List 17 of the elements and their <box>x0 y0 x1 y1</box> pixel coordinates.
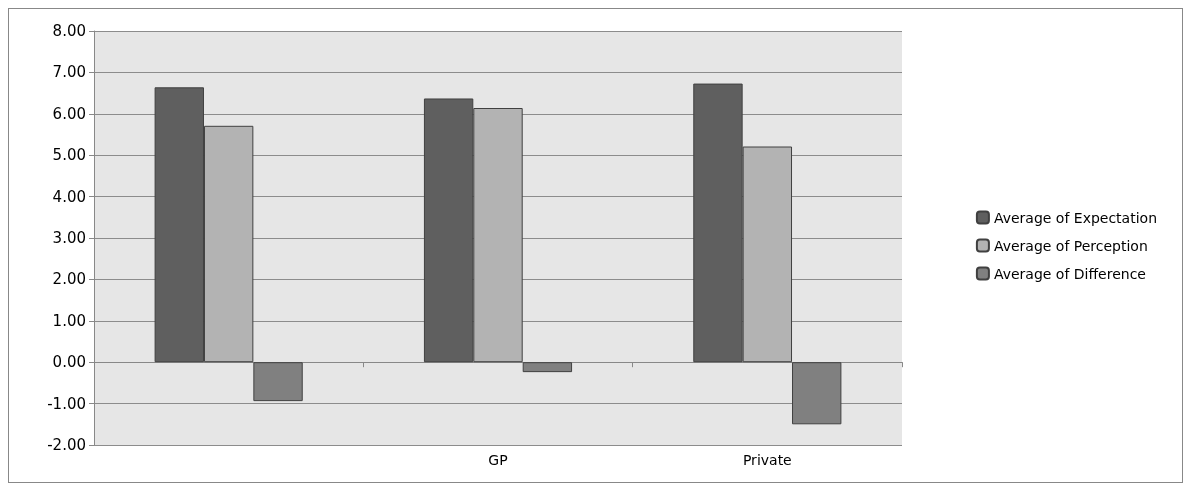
y-tick-label: 0.00 <box>52 353 86 372</box>
y-tick-label: 7.00 <box>52 63 86 82</box>
y-tick-label: -2.00 <box>47 436 86 454</box>
y-tick-label: -1.00 <box>47 394 86 413</box>
y-tick-label: 3.00 <box>52 229 86 247</box>
y-tick-label: 2.00 <box>52 270 86 289</box>
y-tick-label: 5.00 <box>52 146 86 165</box>
x-tick-label: Private <box>742 452 792 468</box>
y-tick-label: 6.00 <box>52 104 86 123</box>
y-tick-label: 8.00 <box>52 22 86 40</box>
y-tick-label: 4.00 <box>52 187 86 206</box>
legend-label: Average of Difference <box>993 265 1146 282</box>
legend-label: Average of Perception <box>993 237 1148 254</box>
x-tick-label: GP <box>488 452 508 468</box>
bar <box>522 362 573 373</box>
y-tick-label: 1.00 <box>52 311 86 330</box>
legend-label: Average of Expectation <box>993 209 1158 226</box>
